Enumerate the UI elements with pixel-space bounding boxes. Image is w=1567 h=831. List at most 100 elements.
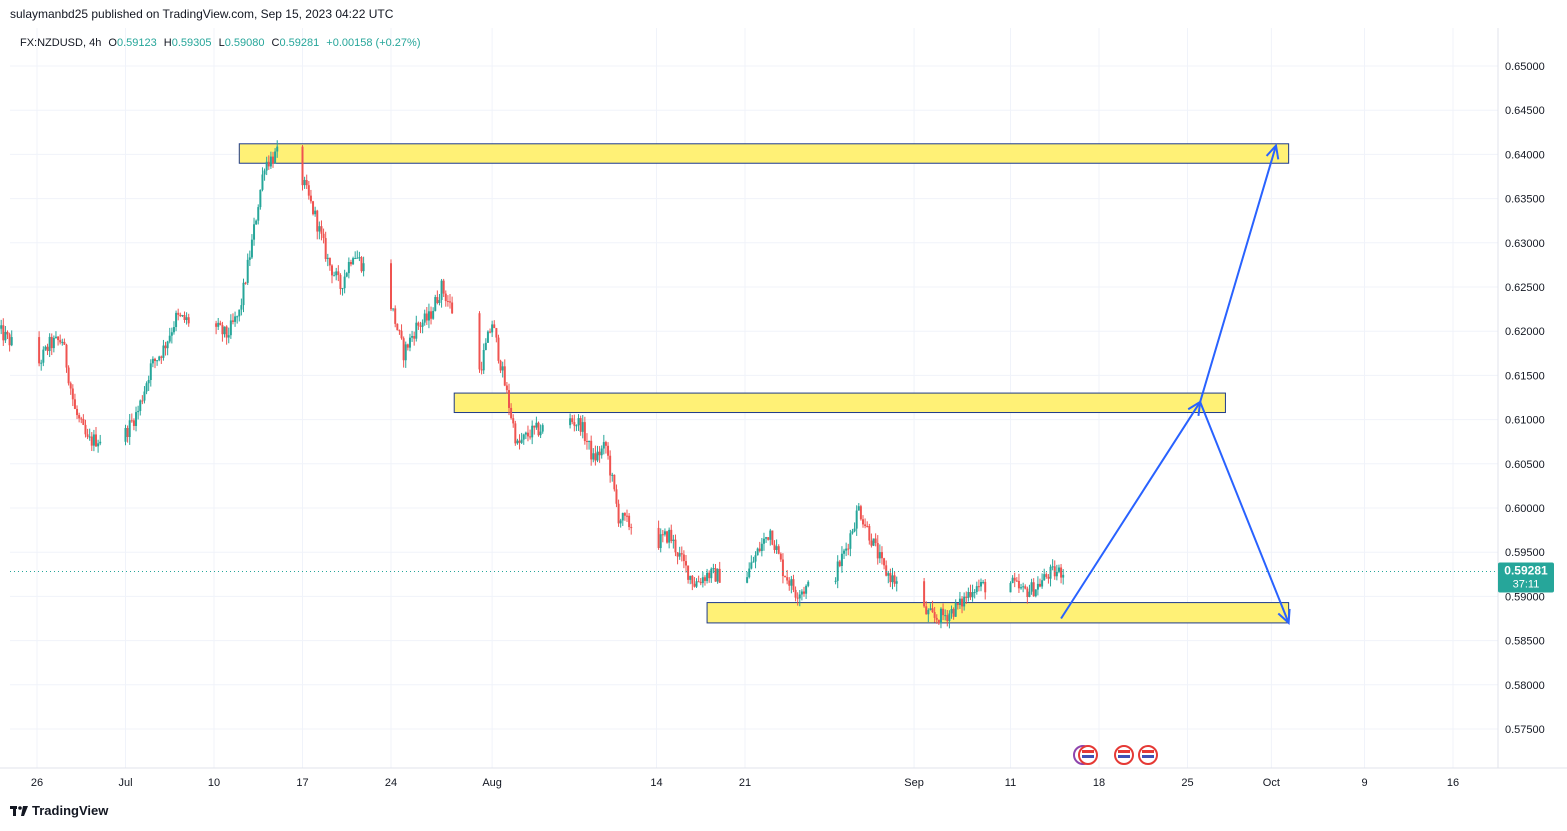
candle-body xyxy=(609,455,612,476)
candle-body xyxy=(354,258,357,260)
candle-body xyxy=(392,308,395,310)
candle-body xyxy=(57,336,60,341)
candle-body xyxy=(324,238,327,259)
x-tick-label: 9 xyxy=(1361,777,1367,789)
candle-body xyxy=(1024,586,1027,589)
candle-body xyxy=(2,325,5,341)
candle-body xyxy=(781,559,784,577)
candle-body xyxy=(746,577,749,583)
candle-body xyxy=(333,275,336,277)
candle-body xyxy=(706,572,709,581)
candle-body xyxy=(680,553,683,555)
candle-body xyxy=(663,531,666,535)
candle-body xyxy=(880,552,883,559)
candle-body xyxy=(92,434,95,446)
candle-body xyxy=(491,324,494,333)
candle-body xyxy=(510,407,513,419)
candle-body xyxy=(272,156,274,164)
candle-body xyxy=(583,422,586,442)
candle-body xyxy=(596,451,599,461)
candle-body xyxy=(320,226,323,234)
y-tick-label: 0.57500 xyxy=(1505,724,1545,736)
candle-body xyxy=(838,561,841,567)
x-tick-label: Oct xyxy=(1263,777,1280,789)
candle-body xyxy=(1047,576,1050,579)
candle-body xyxy=(419,325,422,327)
candle-body xyxy=(246,259,249,283)
candle-body xyxy=(160,356,163,358)
candle-body xyxy=(269,156,272,167)
x-tick-label: 14 xyxy=(650,777,662,789)
candle-body xyxy=(406,344,409,348)
candle-body xyxy=(607,445,610,456)
candle-body xyxy=(1013,577,1016,581)
candle-body xyxy=(168,335,171,342)
price-chart[interactable]: 0.65000 0.64500 0.64000 0.63500 0.63000 0.625… xyxy=(0,0,1567,800)
candle-body xyxy=(756,548,759,556)
legend-change: +0.00158 (+0.27%) xyxy=(326,37,420,49)
candle-body xyxy=(175,312,178,328)
projection-path-up xyxy=(1060,145,1277,620)
candle-body xyxy=(219,322,222,326)
candle-body xyxy=(777,546,780,554)
legend-c-label: C xyxy=(272,37,280,49)
candle-body xyxy=(1028,591,1031,598)
x-tick-label: 17 xyxy=(296,777,308,789)
candle-body xyxy=(805,585,808,594)
legend-o-label: O xyxy=(108,37,117,49)
projection-arrows xyxy=(1060,143,1291,626)
candle-body xyxy=(362,263,365,272)
candle-body xyxy=(478,313,481,370)
candle-body xyxy=(923,581,926,607)
candle-body xyxy=(585,441,588,443)
candle-body xyxy=(128,420,131,437)
candle-body xyxy=(961,598,964,607)
candle-body xyxy=(1017,580,1020,589)
arrowhead-down xyxy=(1277,608,1291,626)
candle-body xyxy=(790,579,793,586)
candle-body xyxy=(1036,583,1039,590)
candle-body xyxy=(619,520,622,524)
candle-body xyxy=(316,210,319,232)
candle-body xyxy=(151,358,154,364)
candle-body xyxy=(341,288,344,290)
candle-body xyxy=(495,328,498,338)
candle-body xyxy=(253,224,256,240)
candle-body xyxy=(267,161,270,167)
candle-body xyxy=(425,313,428,321)
candle-body xyxy=(54,336,57,338)
y-tick-label: 0.60500 xyxy=(1505,459,1545,471)
x-axis-ticks: 26 Jul 10 17 24 Aug 14 21 Sep 11 18 25 Oct 9 16 xyxy=(31,777,1459,789)
candle-body xyxy=(166,341,169,349)
candle-body xyxy=(59,340,62,343)
x-tick-label: 26 xyxy=(31,777,43,789)
y-tick-label: 0.61500 xyxy=(1505,370,1545,382)
candle-body xyxy=(963,596,966,607)
candle-body xyxy=(703,577,706,581)
candle-body xyxy=(592,453,595,460)
candle-body xyxy=(402,338,405,361)
candle-body xyxy=(242,282,245,306)
candle-body xyxy=(434,297,437,311)
candle-body xyxy=(762,538,765,544)
svg-text:FX:NZDUSD, 4h O0.59123: FX:NZDUSD, 4h O0.59123 H0.59305 L0.59080… xyxy=(20,37,420,49)
candle-body xyxy=(760,543,763,552)
candle-body xyxy=(215,323,218,327)
candle-body xyxy=(520,439,523,443)
candle-body xyxy=(503,366,506,386)
candle-body xyxy=(274,151,277,164)
candle-body xyxy=(331,265,333,276)
candle-body xyxy=(973,592,976,594)
candle-body xyxy=(604,442,607,446)
candle-body xyxy=(602,442,605,449)
candle-body xyxy=(714,568,717,582)
economic-events[interactable] xyxy=(1073,745,1158,765)
support-resistance-zone xyxy=(706,602,1290,624)
candle-body xyxy=(78,415,81,419)
candle-body xyxy=(868,526,871,541)
candle-body xyxy=(1011,577,1014,584)
candle-body xyxy=(611,474,614,476)
candle-body xyxy=(339,274,342,289)
candle-body xyxy=(4,331,7,341)
candle-body xyxy=(69,383,72,389)
